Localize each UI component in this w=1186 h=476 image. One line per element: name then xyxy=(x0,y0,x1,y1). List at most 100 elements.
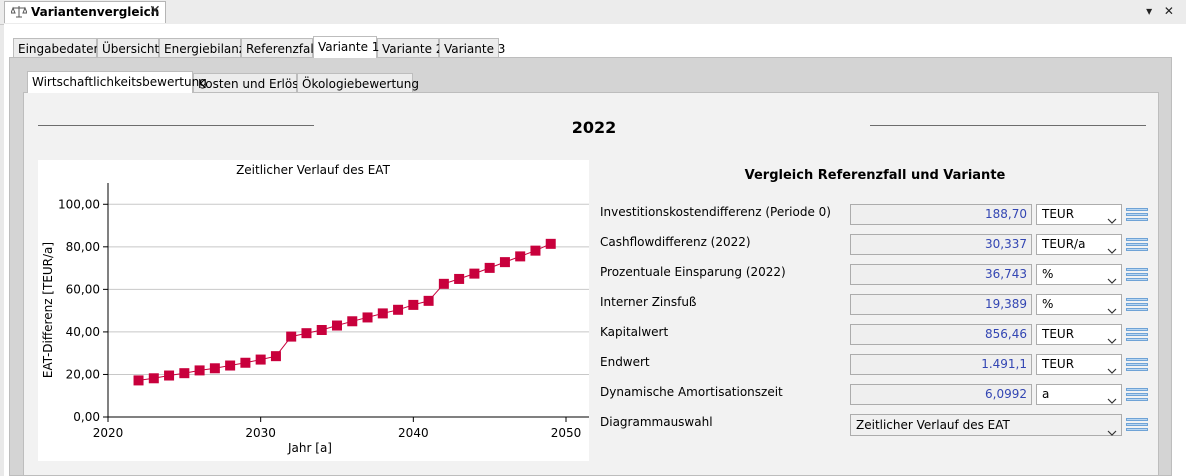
data-point xyxy=(301,328,312,339)
tab-referenzfall[interactable]: Referenzfall xyxy=(241,38,317,58)
data-point xyxy=(499,257,510,268)
row-value: 19,389 xyxy=(850,294,1032,315)
close-icon[interactable]: ✕ xyxy=(149,3,161,19)
window-tab[interactable]: Variantenvergleich ✕ xyxy=(4,1,166,23)
data-point xyxy=(484,262,495,273)
data-point xyxy=(240,357,251,368)
data-point xyxy=(255,354,266,365)
data-point xyxy=(515,251,526,262)
tab-variante-2[interactable]: Variante 2 xyxy=(377,38,443,58)
row-value: 1.491,1 xyxy=(850,354,1032,375)
data-point xyxy=(225,360,236,371)
row-label: Prozentuale Einsparung (2022) xyxy=(600,265,786,279)
hamburger-menu-icon[interactable] xyxy=(1126,266,1148,284)
x-tick-label: 2040 xyxy=(398,426,429,440)
diagram-selection-label: Diagrammauswahl xyxy=(600,415,713,429)
data-point xyxy=(408,299,419,310)
chevron-down-icon xyxy=(1107,241,1117,260)
data-point xyxy=(179,368,190,379)
data-point xyxy=(423,295,434,306)
unit-select-value: % xyxy=(1042,297,1054,311)
unit-select[interactable]: TEUR xyxy=(1036,324,1122,345)
chart-title: Zeitlicher Verlauf des EAT xyxy=(236,163,390,177)
unit-select[interactable]: % xyxy=(1036,264,1122,285)
tab-kosten-und-erloese[interactable]: Kosten und Erlöse xyxy=(193,73,306,93)
data-point xyxy=(194,365,205,376)
eat-chart-svg: 0,00 20,00 40,00 60,00 80,00 100,00 2020 2030 20… xyxy=(41,163,596,455)
eat-chart: 0,00 20,00 40,00 60,00 80,00 100,00 2020 2030 20… xyxy=(38,160,596,461)
chevron-down-icon xyxy=(1107,211,1117,230)
y-tick-label: 80,00 xyxy=(66,240,100,254)
unit-select-value: TEUR xyxy=(1042,327,1075,341)
row-label: Investitionskostendifferenz (Periode 0) xyxy=(600,205,831,219)
chart-y-label: EAT-Differenz [TEUR/a] xyxy=(41,242,55,378)
tab-energiebilanz[interactable]: Energiebilanz xyxy=(159,38,245,58)
data-point xyxy=(316,324,327,335)
row-value: 188,70 xyxy=(850,204,1032,225)
data-point xyxy=(270,351,281,362)
hamburger-menu-icon[interactable] xyxy=(1126,416,1148,434)
y-tick-label: 0,00 xyxy=(73,410,100,424)
chevron-down-icon xyxy=(1107,422,1117,442)
x-tick-label: 2030 xyxy=(245,426,276,440)
unit-select[interactable]: % xyxy=(1036,294,1122,315)
unit-select-value: a xyxy=(1042,387,1050,401)
data-point xyxy=(469,268,480,279)
y-tick-label: 20,00 xyxy=(66,367,100,381)
data-point xyxy=(133,375,144,386)
data-point xyxy=(209,363,220,374)
unit-select-value: % xyxy=(1042,267,1054,281)
separator-right xyxy=(870,125,1146,126)
chevron-down-icon xyxy=(1107,331,1117,350)
data-point xyxy=(438,278,449,289)
comparison-title: Vergleich Referenzfall und Variante xyxy=(744,168,1006,183)
hamburger-menu-icon[interactable] xyxy=(1126,326,1148,344)
chevron-down-icon xyxy=(1107,391,1117,410)
series-line xyxy=(138,243,551,381)
year-heading: 2022 xyxy=(571,118,617,137)
hamburger-menu-icon[interactable] xyxy=(1126,296,1148,314)
sub-tab-bar: Wirtschaftlichkeitsbewertung Kosten und … xyxy=(27,71,627,93)
row-value: 6,0992 xyxy=(850,384,1032,405)
window-controls[interactable]: ▾ ✕ xyxy=(1146,4,1178,18)
chevron-down-icon xyxy=(1107,271,1117,290)
tab-wirtschaftlichkeitsbewertung[interactable]: Wirtschaftlichkeitsbewertung xyxy=(27,71,207,93)
tab-oekologiebewertung[interactable]: Ökologiebewertung xyxy=(297,73,419,93)
data-point xyxy=(332,320,342,331)
unit-select-value: TEUR xyxy=(1042,207,1075,221)
diagram-select[interactable]: Zeitlicher Verlauf des EAT xyxy=(850,414,1122,436)
tab-eingabedaten[interactable]: Eingabedaten xyxy=(13,38,101,58)
data-point xyxy=(545,238,556,249)
unit-select[interactable]: TEUR xyxy=(1036,354,1122,375)
row-label: Dynamische Amortisationszeit xyxy=(600,385,783,399)
data-point xyxy=(148,373,159,384)
row-value: 856,46 xyxy=(850,324,1032,345)
tab-uebersicht[interactable]: Übersicht xyxy=(97,38,159,58)
unit-select[interactable]: TEUR xyxy=(1036,204,1122,225)
hamburger-menu-icon[interactable] xyxy=(1126,386,1148,404)
diagram-select-value: Zeitlicher Verlauf des EAT xyxy=(856,418,1010,432)
separator-left xyxy=(38,125,314,126)
data-point xyxy=(530,245,541,256)
row-label: Kapitalwert xyxy=(600,325,669,339)
main-tab-bar: Eingabedaten Übersicht Energiebilanz Ref… xyxy=(13,36,613,58)
y-tick-label: 40,00 xyxy=(66,325,100,339)
chevron-down-icon xyxy=(1107,361,1117,380)
unit-select[interactable]: TEUR/a xyxy=(1036,234,1122,255)
data-point xyxy=(286,331,297,342)
y-tick-label: 100,00 xyxy=(58,197,100,211)
tab-variante-1[interactable]: Variante 1 xyxy=(313,36,379,58)
row-label: Endwert xyxy=(600,355,650,369)
unit-select-value: TEUR/a xyxy=(1042,237,1086,251)
hamburger-menu-icon[interactable] xyxy=(1126,356,1148,374)
tab-variante-3[interactable]: Variante 3 xyxy=(439,38,505,58)
hamburger-menu-icon[interactable] xyxy=(1126,206,1148,224)
scale-icon xyxy=(10,5,28,22)
unit-select[interactable]: a xyxy=(1036,384,1122,405)
hamburger-menu-icon[interactable] xyxy=(1126,236,1148,254)
x-tick-label: 2050 xyxy=(551,426,582,440)
row-label: Interner Zinsfuß xyxy=(600,295,697,309)
chart-x-label: Jahr [a] xyxy=(287,441,332,455)
data-point xyxy=(454,273,465,284)
data-point xyxy=(377,308,388,319)
